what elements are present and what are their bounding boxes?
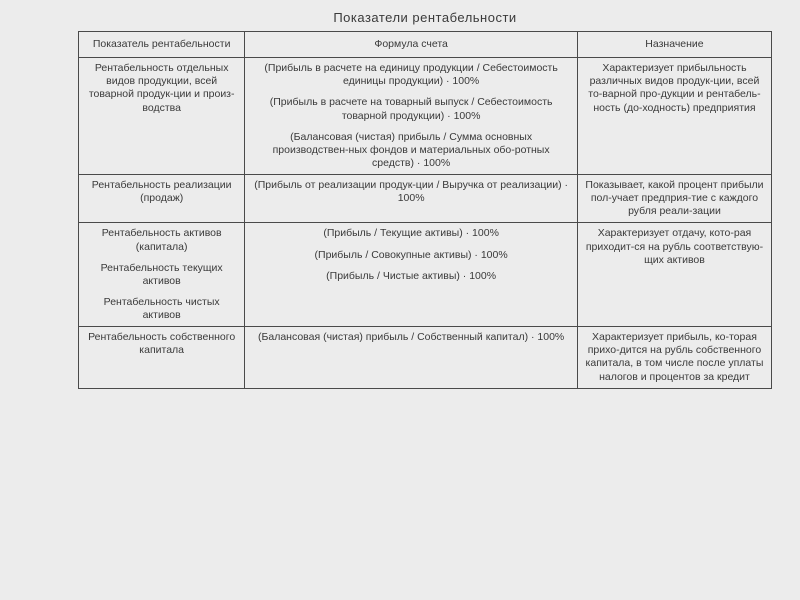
cell-purpose: Характеризует прибыль, ко-торая прихо-ди…	[577, 327, 771, 389]
cell-indicator: Рентабельность активов (капитала) Рентаб…	[79, 223, 245, 327]
cell-text: Рентабельность реализации (продаж)	[85, 179, 238, 205]
cell-purpose: Показывает, какой процент прибыли пол-уч…	[577, 175, 771, 223]
cell-purpose: Характеризует прибыльность различных вид…	[577, 58, 771, 175]
col-header-purpose: Назначение	[577, 32, 771, 58]
cell-text: Характеризует прибыльность различных вид…	[584, 62, 765, 115]
cell-text: Рентабельность активов (капитала)	[85, 227, 238, 253]
cell-text: (Прибыль от реализации продук-ции / Выру…	[251, 179, 571, 205]
cell-formula: (Прибыль / Текущие активы) · 100% (Прибы…	[245, 223, 578, 327]
cell-text: (Прибыль / Чистые активы) · 100%	[251, 270, 571, 283]
cell-text: Рентабельность отдельных видов продукции…	[85, 62, 238, 115]
cell-text: (Прибыль / Текущие активы) · 100%	[251, 227, 571, 240]
cell-text: Рентабельность собственного капитала	[85, 331, 238, 357]
cell-indicator: Рентабельность отдельных видов продукции…	[79, 58, 245, 175]
table-row: Рентабельность активов (капитала) Рентаб…	[79, 223, 772, 327]
cell-purpose: Характеризует отдачу, кото-рая приходит-…	[577, 223, 771, 327]
col-header-indicator: Показатель рентабельности	[79, 32, 245, 58]
cell-formula: (Балансовая (чистая) прибыль / Собственн…	[245, 327, 578, 389]
table-header-row: Показатель рентабельности Формула счета …	[79, 32, 772, 58]
cell-text: (Балансовая (чистая) прибыль / Собственн…	[251, 331, 571, 344]
profitability-table: Показатель рентабельности Формула счета …	[78, 31, 772, 389]
col-header-formula: Формула счета	[245, 32, 578, 58]
cell-text: Рентабельность чистых активов	[85, 296, 238, 322]
cell-formula: (Прибыль от реализации продук-ции / Выру…	[245, 175, 578, 223]
cell-text: (Прибыль в расчете на товарный выпуск / …	[251, 96, 571, 122]
cell-indicator: Рентабельность собственного капитала	[79, 327, 245, 389]
cell-text: (Балансовая (чистая) прибыль / Сумма осн…	[251, 131, 571, 170]
cell-indicator: Рентабельность реализации (продаж)	[79, 175, 245, 223]
table-row: Рентабельность реализации (продаж) (Приб…	[79, 175, 772, 223]
cell-formula: (Прибыль в расчете на единицу продукции …	[245, 58, 578, 175]
cell-text: Характеризует прибыль, ко-торая прихо-ди…	[584, 331, 765, 384]
cell-text: Рентабельность текущих активов	[85, 262, 238, 288]
table-row: Рентабельность отдельных видов продукции…	[79, 58, 772, 175]
table-row: Рентабельность собственного капитала (Ба…	[79, 327, 772, 389]
cell-text: (Прибыль / Совокупные активы) · 100%	[251, 249, 571, 262]
page: Показатели рентабельности Показатель рен…	[0, 0, 800, 600]
cell-text: Показывает, какой процент прибыли пол-уч…	[584, 179, 765, 218]
cell-text: Характеризует отдачу, кото-рая приходит-…	[584, 227, 765, 266]
page-title: Показатели рентабельности	[78, 10, 772, 25]
cell-text: (Прибыль в расчете на единицу продукции …	[251, 62, 571, 88]
